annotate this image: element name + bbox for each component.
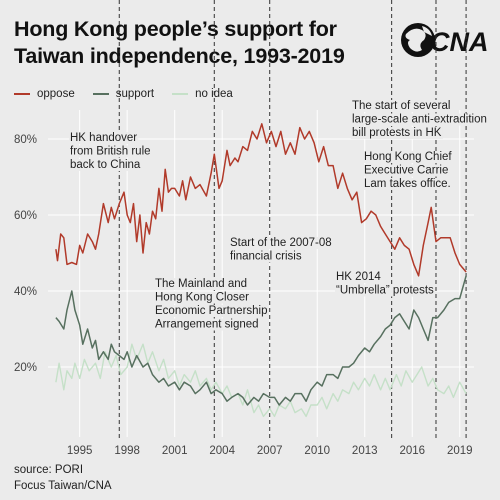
x-tick-label: 1995 [67, 445, 93, 457]
annotation-background [69, 159, 142, 171]
legend-item-oppose: oppose [14, 88, 75, 100]
annotation-background [351, 113, 488, 126]
legend-swatch-oppose [14, 93, 30, 95]
annotation-background [363, 178, 452, 190]
annotation-background [69, 132, 139, 144]
event-annotation-line: back to China [70, 159, 141, 171]
y-tick-label: 20% [14, 362, 37, 374]
event-annotation-line: large-scale anti-extradition [352, 114, 487, 126]
event-annotation-line: from British rule [70, 146, 151, 158]
x-tick-label: 1998 [114, 445, 140, 457]
cna-logo: CNA [401, 23, 488, 57]
x-tick-label: 2004 [209, 445, 235, 457]
logo-text: CNA [430, 27, 488, 57]
annotation-background [69, 145, 152, 158]
source-text: source: PORI [14, 464, 84, 476]
annotation-background [363, 151, 454, 163]
x-tick-label: 2007 [257, 445, 283, 457]
legend-label-oppose: oppose [37, 88, 75, 100]
legend-swatch-no-idea [172, 93, 189, 95]
event-annotation-line: HK handover [70, 132, 137, 144]
series-line-oppose [55, 123, 467, 277]
annotation-background [351, 100, 452, 112]
event-annotation-line: The start of several [352, 100, 450, 112]
credit-text: Focus Taiwan/CNA [14, 480, 112, 492]
annotation-background [229, 237, 333, 249]
y-tick-label: 60% [14, 210, 37, 222]
event-annotation-line: Economic Partnership [155, 305, 268, 317]
event-annotation-line: “Umbrella” protests [336, 285, 434, 297]
event-annotation-line: HK 2014 [336, 271, 381, 283]
legend-item-support: support [92, 88, 155, 100]
annotation-background [154, 318, 260, 331]
legend-swatch-support [92, 93, 109, 95]
annotation-background [229, 250, 303, 263]
annotation-background [154, 305, 269, 317]
series-line-no-idea [55, 343, 467, 418]
x-tick-label: 2010 [304, 445, 330, 457]
annotation-background [335, 284, 436, 297]
event-annotation-line: Lam takes office. [364, 178, 451, 190]
annotation-background [335, 271, 383, 283]
annotation-background [351, 127, 443, 139]
x-tick-label: 2013 [352, 445, 378, 457]
annotation-background [154, 291, 251, 304]
title-line-2: Taiwan independence, 1993-2019 [14, 44, 345, 68]
event-annotation-line: Arrangement signed [155, 319, 259, 331]
legend-label-support: support [115, 88, 155, 100]
y-tick-label: 40% [14, 286, 37, 298]
event-annotation-line: Hong Kong Chief [364, 151, 452, 163]
x-tick-label: 2019 [447, 445, 473, 457]
series-line-support [55, 275, 467, 406]
event-annotation-line: Start of the 2007-08 [230, 237, 332, 249]
event-annotation-line: Hong Kong Closer [155, 292, 249, 304]
event-annotation-line: The Mainland and [155, 278, 247, 290]
annotation-background [154, 278, 249, 290]
x-tick-label: 2016 [399, 445, 425, 457]
x-tick-label: 2001 [162, 445, 188, 457]
annotation-background [363, 164, 450, 177]
y-tick-label: 80% [14, 134, 37, 146]
source-note: source: PORI Focus Taiwan/CNA [14, 462, 112, 494]
chart-title: Hong Kong people’s support for Taiwan in… [14, 16, 374, 70]
title-line-1: Hong Kong people’s support for [14, 17, 337, 41]
event-annotation-line: bill protests in HK [352, 127, 442, 139]
event-annotation-line: financial crisis [230, 251, 302, 263]
event-annotation-line: Executive Carrie [364, 165, 448, 177]
